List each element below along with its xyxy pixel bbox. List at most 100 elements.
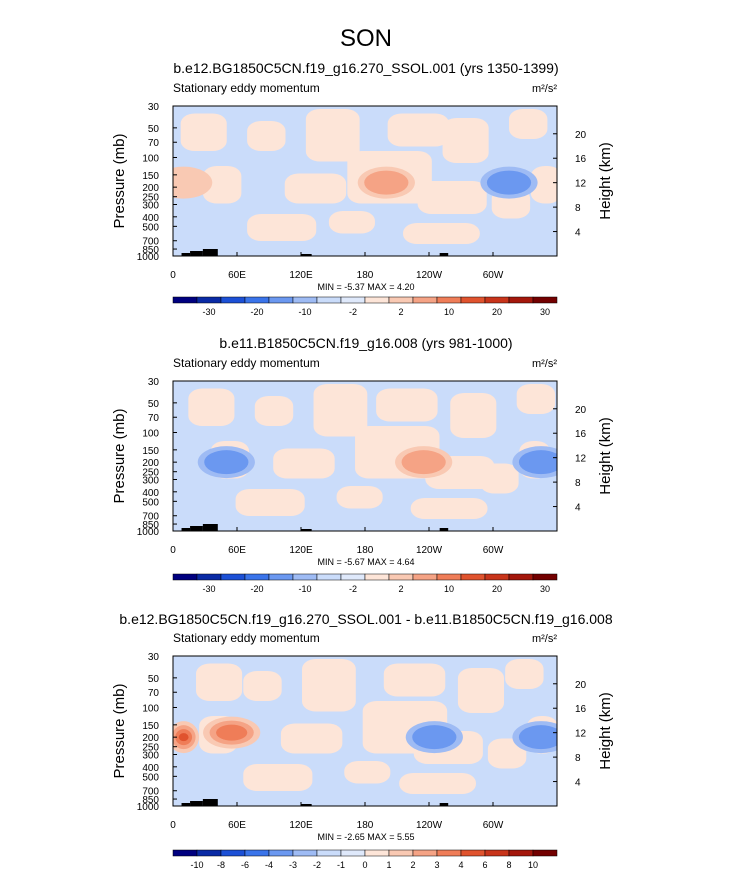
positive-region — [387, 113, 450, 147]
positive-region — [399, 773, 476, 794]
colorbar-cell — [364, 573, 390, 581]
colorbar-cell — [244, 849, 270, 857]
colorbar-label: -4 — [265, 860, 273, 870]
colorbar-cell — [340, 849, 366, 857]
feature-contour — [518, 725, 557, 750]
feature-contour — [364, 170, 409, 195]
x-tick-label: 0 — [170, 270, 176, 281]
colorbar-label: -1 — [337, 860, 345, 870]
colorbar-cell — [196, 296, 222, 304]
pressure-tick-label: 50 — [148, 674, 160, 685]
x-tick-label: 60E — [228, 545, 246, 556]
topography — [301, 254, 312, 256]
pressure-tick-label: 700 — [142, 512, 159, 523]
colorbar-label: -10 — [190, 860, 203, 870]
colorbar-label: -2 — [349, 584, 357, 594]
contour-field — [173, 381, 557, 531]
height-tick-label: 4 — [575, 778, 581, 789]
colorbar-cell — [268, 296, 294, 304]
height-tick-label: 16 — [575, 154, 587, 165]
colorbar-cell — [436, 573, 462, 581]
topography — [301, 804, 312, 806]
positive-region — [180, 113, 227, 151]
colorbar-cell — [484, 849, 510, 857]
pressure-tick-label: 300 — [142, 750, 159, 761]
colorbar-cell — [292, 849, 318, 857]
colorbar-label: -6 — [241, 860, 249, 870]
colorbar-cell — [316, 573, 342, 581]
y2-axis-label: Height (km) — [597, 417, 614, 495]
pressure-tick-label: 30 — [148, 377, 160, 388]
topography — [190, 801, 203, 806]
pressure-tick-label: 500 — [142, 772, 159, 783]
positive-region — [480, 463, 519, 494]
feature-contour — [518, 450, 557, 475]
positive-region — [457, 668, 505, 713]
colorbar-label: -20 — [250, 307, 263, 317]
colorbar-cell — [532, 296, 558, 304]
colorbar-label: 20 — [492, 584, 502, 594]
positive-region — [487, 738, 527, 769]
pressure-tick-label: 850 — [142, 795, 159, 806]
pressure-tick-label: 70 — [148, 138, 160, 149]
height-tick-label: 8 — [575, 753, 581, 764]
x-tick-label: 60W — [483, 820, 504, 831]
colorbar-label: -10 — [298, 307, 311, 317]
colorbar-label: -2 — [313, 860, 321, 870]
stats-label: MIN = -5.37 MAX = 4.20 — [317, 282, 414, 292]
pressure-tick-label: 100 — [142, 429, 159, 440]
x-tick-label: 180 — [357, 270, 374, 281]
colorbar-cell — [244, 573, 270, 581]
colorbar-cell — [340, 573, 366, 581]
colorbar-label: 2 — [398, 584, 403, 594]
contour-field — [173, 656, 557, 806]
colorbar-label: 10 — [528, 860, 538, 870]
x-tick-label: 180 — [357, 820, 374, 831]
pressure-tick-label: 100 — [142, 704, 159, 715]
panel-title: b.e12.BG1850C5CN.f19_g16.270_SSOL.001 (y… — [173, 60, 558, 76]
positive-region — [302, 659, 356, 712]
colorbar-cell — [460, 849, 486, 857]
positive-region — [196, 663, 243, 701]
x-tick-label: 60E — [228, 820, 246, 831]
pressure-tick-label: 150 — [142, 721, 159, 732]
positive-region — [417, 181, 487, 214]
pressure-tick-label: 300 — [142, 475, 159, 486]
x-tick-label: 120W — [416, 820, 443, 831]
colorbar-label: 2 — [398, 307, 403, 317]
height-tick-label: 8 — [575, 478, 581, 489]
colorbar-label: 20 — [492, 307, 502, 317]
pressure-tick-label: 850 — [142, 520, 159, 531]
colorbar-cell — [460, 296, 486, 304]
panel-subtitle: Stationary eddy momentum — [173, 81, 320, 95]
units-label: m²/s² — [532, 358, 557, 370]
panel-subtitle: Stationary eddy momentum — [173, 356, 320, 370]
topography — [202, 524, 218, 531]
y-axis-label: Pressure (mb) — [111, 133, 128, 228]
positive-region — [305, 109, 360, 162]
x-tick-label: 60E — [228, 270, 246, 281]
feature-contour — [401, 450, 446, 475]
colorbar-label: 6 — [482, 860, 487, 870]
pressure-tick-label: 150 — [142, 446, 159, 457]
colorbar-cell — [364, 849, 390, 857]
positive-region — [188, 388, 235, 426]
page-title: SON — [340, 25, 392, 52]
colorbar-label: 10 — [444, 307, 454, 317]
positive-region — [530, 166, 557, 204]
pressure-tick-label: 150 — [142, 171, 159, 182]
x-tick-label: 180 — [357, 545, 374, 556]
colorbar-cell — [196, 573, 222, 581]
colorbar-cell — [532, 849, 558, 857]
pressure-tick-label: 50 — [148, 399, 160, 410]
colorbar-cell — [532, 573, 558, 581]
feature-contour — [216, 724, 248, 741]
pressure-tick-label: 70 — [148, 688, 160, 699]
colorbar-cell — [508, 849, 534, 857]
colorbar-cell — [388, 849, 414, 857]
colorbar-cell — [292, 573, 318, 581]
colorbar-label: 4 — [458, 860, 463, 870]
x-tick-label: 120W — [416, 270, 443, 281]
height-tick-label: 4 — [575, 503, 581, 514]
colorbar-cell — [316, 849, 342, 857]
